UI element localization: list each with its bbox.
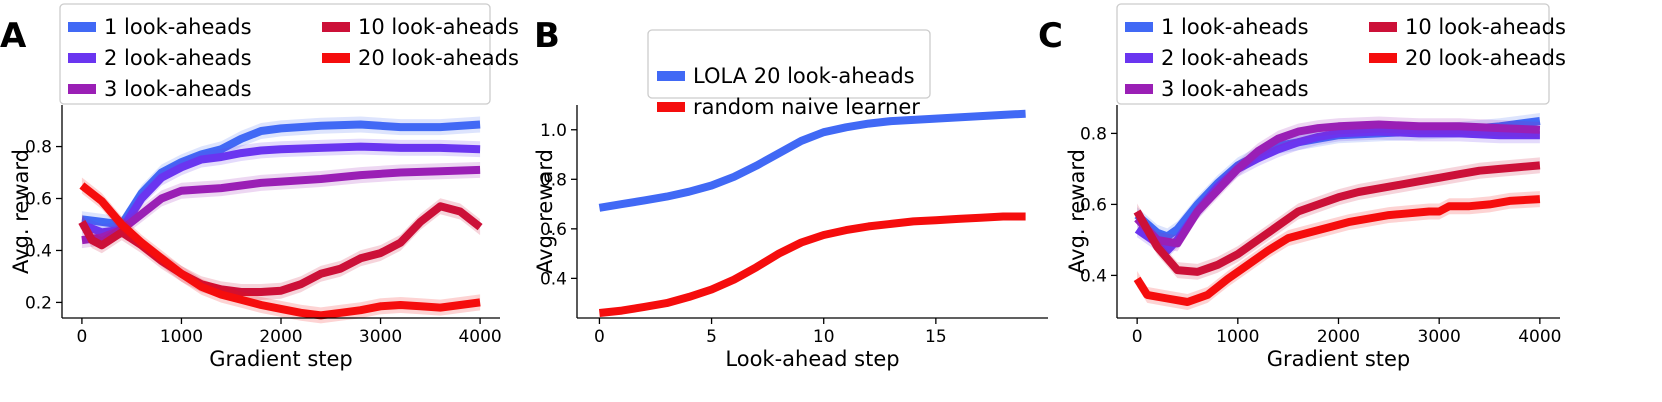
panel-b-y-tick-label-1: 0.6 (540, 220, 567, 240)
panel-b-legend (647, 29, 931, 99)
panel-a-series-2-line (81, 165, 481, 245)
panel-a-x-tick-label-2: 2000 (259, 327, 302, 347)
panel-c-series-3-band (1137, 157, 1540, 280)
panel-b: B 0 5 10 15 0.4 0.6 0.8 1.0 Look-ahead step Avg. r… (533, 16, 1048, 371)
panel-a-x-tick-label-0: 0 (76, 327, 87, 347)
panel-c-letter: C (1038, 16, 1063, 56)
panel-a-x-axis-label: Gradient step (209, 347, 353, 371)
panel-c-legend-label-2: 3 look-aheads (1161, 77, 1309, 101)
panel-b-x-tick-label-3: 15 (925, 327, 947, 347)
panel-b-y-tick-label-2: 0.8 (540, 170, 567, 190)
panel-b-y-axis-label: Avg. reward (533, 149, 557, 274)
panel-c-x-tick-label-2: 2000 (1317, 327, 1360, 347)
panel-c-x-tick-label-0: 0 (1132, 327, 1143, 347)
panel-b-x-tick-label-1: 5 (706, 327, 717, 347)
panel-a-x-tick-label-3: 3000 (359, 327, 402, 347)
panel-b-legend-label-1: random naive learner (693, 95, 920, 119)
panel-a-series-4-line (79, 182, 481, 320)
panel-a-y-tick-label-3: 0.8 (25, 138, 52, 158)
panel-a-series-1-line (80, 142, 481, 237)
panel-c-x-tick-label-1: 1000 (1216, 327, 1259, 347)
panel-a-y-tick-label-2: 0.6 (25, 190, 52, 210)
panel-c-legend-label-3: 10 look-aheads (1405, 15, 1566, 39)
panel-a-legend-label-2: 3 look-aheads (104, 77, 252, 101)
panel-c-legend-label-1: 2 look-aheads (1161, 46, 1309, 70)
panel-c-y-axis-label: Avg. reward (1065, 149, 1089, 274)
panel-b-series-0-line (598, 109, 1026, 212)
panel-b-series-1-line (598, 212, 1026, 317)
panel-a-legend (59, 3, 491, 105)
panel-a-legend-label-0: 1 look-aheads (104, 15, 252, 39)
panel-c-y-tick-label-0: 0.4 (1080, 266, 1107, 286)
panel-b-y-tick-label-0: 0.4 (540, 269, 567, 289)
panel-c: C 0 1000 2000 3000 4000 0.4 0.6 0.8 Gradient step… (1038, 3, 1566, 371)
panel-a-x-tick-label-1: 1000 (160, 327, 203, 347)
panel-c-series-3-line (1133, 161, 1541, 276)
panel-a: A 0 1000 2000 3000 4000 0.2 0.4 0.6 0.8 Gradient s… (0, 3, 519, 371)
panel-b-legend-label-0: LOLA 20 look-aheads (693, 64, 915, 88)
panel-c-y-tick-label-1: 0.6 (1080, 195, 1107, 215)
panel-a-y-axis-label: Avg. reward (9, 149, 33, 274)
panel-a-y-tick-label-1: 0.4 (25, 241, 52, 261)
panel-a-y-tick-label-0: 0.2 (25, 293, 52, 313)
panel-c-series-4-line (1133, 195, 1541, 306)
panel-b-y-tick-label-3: 1.0 (540, 121, 567, 141)
panel-c-x-axis-label: Gradient step (1267, 347, 1411, 371)
panel-c-legend-label-4: 20 look-aheads (1405, 46, 1566, 70)
panel-a-letter: A (0, 16, 27, 56)
panel-c-y-tick-label-2: 0.8 (1080, 124, 1107, 144)
panel-a-legend-label-1: 2 look-aheads (104, 46, 252, 70)
panel-c-series-2-line (1134, 120, 1541, 248)
panel-a-legend-label-4: 20 look-aheads (358, 46, 519, 70)
panel-a-legend-label-3: 10 look-aheads (358, 15, 519, 39)
panel-c-legend-label-0: 1 look-aheads (1161, 15, 1309, 39)
panel-b-x-tick-label-0: 0 (594, 327, 605, 347)
panel-c-x-tick-label-4: 4000 (1518, 327, 1561, 347)
panel-a-x-tick-label-4: 4000 (458, 327, 501, 347)
panel-b-letter: B (534, 16, 560, 56)
panel-c-x-tick-label-3: 3000 (1418, 327, 1461, 347)
panel-c-legend (1116, 3, 1550, 105)
panel-b-x-axis-label: Look-ahead step (725, 347, 899, 371)
panel-b-x-tick-label-2: 10 (813, 327, 835, 347)
panel-a-series-2-band (81, 162, 481, 249)
